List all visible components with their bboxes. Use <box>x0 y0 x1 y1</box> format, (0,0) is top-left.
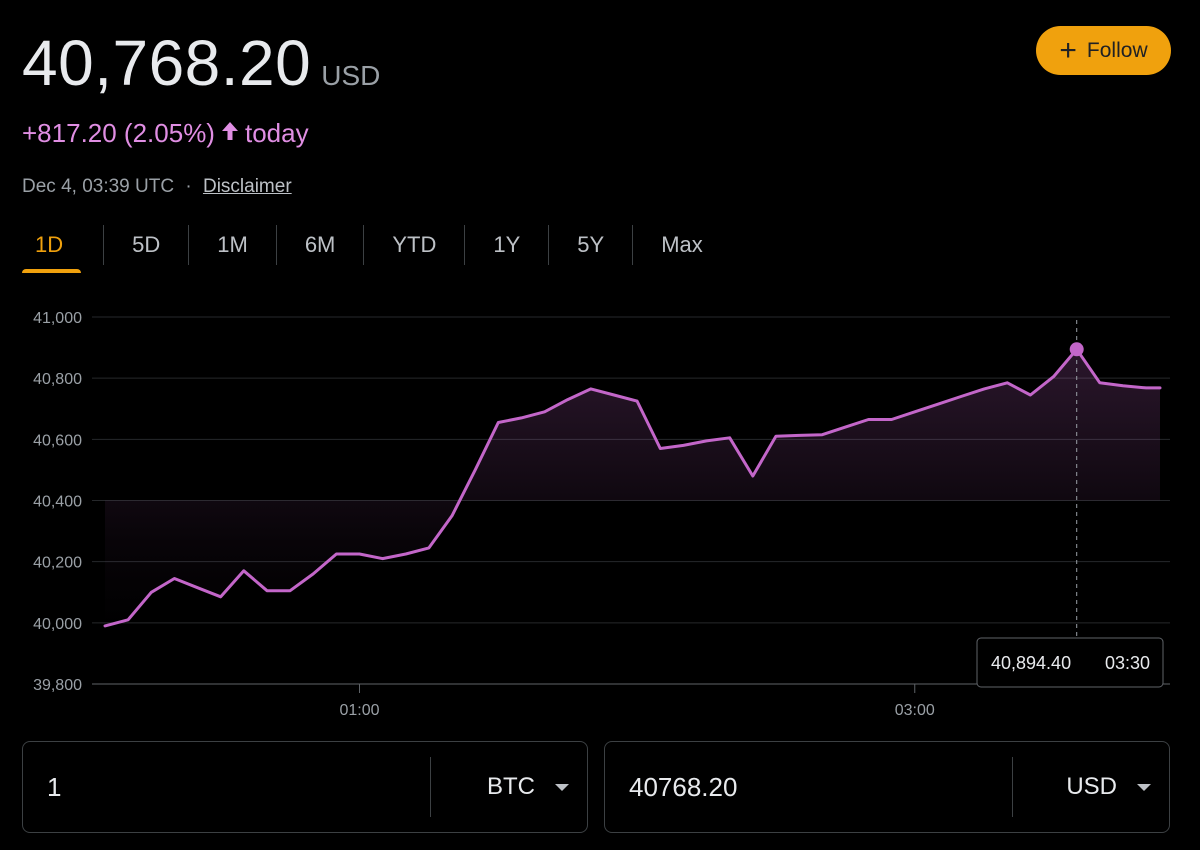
tab-1y[interactable]: 1Y <box>493 232 521 257</box>
from-currency-select[interactable]: BTC <box>431 773 587 801</box>
tab-ytd[interactable]: YTD <box>392 232 437 257</box>
arrow-up-icon <box>221 120 239 148</box>
change-value: +817.20 (2.05%) <box>22 118 215 148</box>
from-amount-input[interactable] <box>23 770 430 804</box>
change-period: today <box>244 118 309 148</box>
x-tick-label: 03:00 <box>895 702 935 719</box>
y-tick-label: 39,800 <box>33 677 82 694</box>
timestamp: Dec 4, 03:39 UTC <box>22 176 175 197</box>
tab-6m[interactable]: 6M <box>304 232 336 257</box>
plus-icon: + <box>1059 33 1077 67</box>
tab-divider <box>103 225 105 265</box>
tab-max[interactable]: Max <box>661 232 703 257</box>
tab-divider <box>363 225 365 265</box>
separator-dot: · <box>185 176 192 197</box>
tab-1m[interactable]: 1M <box>217 232 248 257</box>
price-chart[interactable]: 41,000 40,800 40,600 40,400 40,200 40,000 39,8… <box>0 296 1200 736</box>
range-tabs: 1D 5D 1M 6M YTD 1Y 5Y Max <box>22 224 731 273</box>
y-tick-label: 41,000 <box>33 310 82 327</box>
current-price: 40,768.20 <box>22 27 312 99</box>
tab-5d[interactable]: 5D <box>132 232 161 257</box>
tab-divider <box>275 225 277 265</box>
x-tick-label: 01:00 <box>339 702 379 719</box>
price-change: +817.20 (2.05%) today <box>22 118 309 149</box>
tab-divider <box>188 225 190 265</box>
price-header: 40,768.20 USD <box>22 28 380 98</box>
tooltip-time: 03:30 <box>1105 653 1150 673</box>
tab-divider <box>548 225 550 265</box>
tab-5y[interactable]: 5Y <box>577 232 605 257</box>
price-currency: USD <box>321 60 381 91</box>
converter-to: USD <box>604 741 1170 833</box>
caret-down-icon <box>555 783 569 791</box>
y-tick-label: 40,400 <box>33 494 82 511</box>
tooltip-box <box>976 637 1164 688</box>
tab-divider <box>632 225 634 265</box>
converter-divider <box>430 757 431 817</box>
caret-down-icon <box>1137 783 1151 791</box>
tab-1d[interactable]: 1D <box>22 225 103 273</box>
from-currency-label: BTC <box>487 773 535 800</box>
converter-from: BTC <box>22 741 588 833</box>
tab-divider <box>464 225 466 265</box>
follow-label: Follow <box>1086 38 1148 62</box>
series-line <box>103 347 1162 628</box>
follow-button[interactable]: + Follow <box>1036 26 1171 75</box>
y-tick-label: 40,200 <box>33 555 82 572</box>
series-area <box>105 349 1160 626</box>
disclaimer-link[interactable]: Disclaimer <box>202 176 292 197</box>
hover-point <box>1069 342 1084 357</box>
timestamp-row: Dec 4, 03:39 UTC · Disclaimer <box>22 176 292 198</box>
to-currency-label: USD <box>1066 773 1117 800</box>
to-currency-select[interactable]: USD <box>1013 773 1169 801</box>
to-amount-input[interactable] <box>605 770 1012 804</box>
y-tick-label: 40,800 <box>33 371 82 388</box>
y-tick-label: 40,000 <box>33 616 82 633</box>
tooltip-value: 40,894.40 <box>991 653 1071 673</box>
converter-divider <box>1012 757 1013 817</box>
y-tick-label: 40,600 <box>33 432 82 449</box>
